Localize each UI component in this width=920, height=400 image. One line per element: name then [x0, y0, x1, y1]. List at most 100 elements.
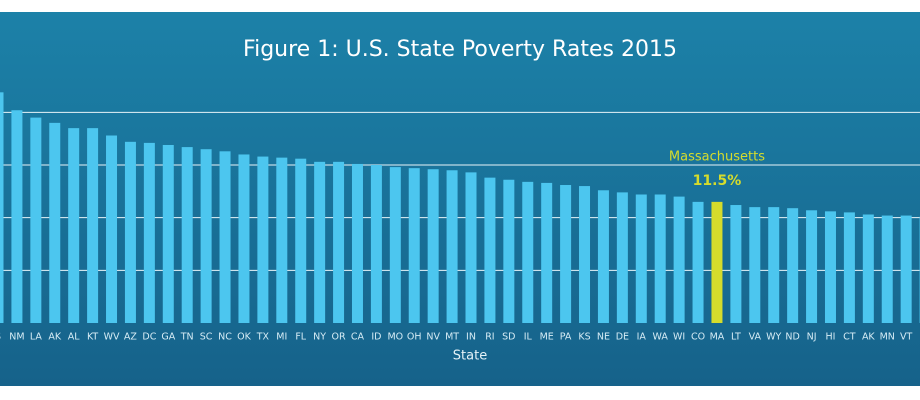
- x-tick-label: CT: [843, 332, 856, 343]
- x-tick-label: IN: [466, 332, 476, 343]
- x-tick-label: NJ: [807, 332, 817, 343]
- x-tick-label: AL: [68, 332, 80, 343]
- x-tick-label: CA: [351, 332, 365, 343]
- x-tick-label: NC: [218, 332, 232, 343]
- x-tick-label: WI: [673, 332, 685, 343]
- bar: [427, 169, 439, 323]
- bar: [257, 156, 269, 323]
- bar: [484, 177, 496, 323]
- x-tick-label: TN: [180, 332, 194, 343]
- bar: [541, 182, 553, 323]
- x-tick-label: MI: [276, 332, 287, 343]
- x-tick-label: AK: [48, 332, 61, 343]
- bar: [692, 201, 704, 323]
- bar: [768, 207, 780, 323]
- x-tick-label: ND: [785, 332, 799, 343]
- x-tick-label: MT: [445, 332, 459, 343]
- bar: [314, 161, 326, 323]
- x-tick-label: MA: [710, 332, 725, 343]
- bar: [843, 212, 855, 323]
- x-axis-label: State: [453, 349, 487, 364]
- bar: [68, 128, 80, 323]
- x-tick-label: MN: [880, 332, 895, 343]
- x-tick-label: PA: [560, 332, 572, 343]
- x-tick-label: OR: [332, 332, 346, 343]
- x-tick-label: IA: [637, 332, 647, 343]
- bar: [389, 167, 401, 323]
- bar: [30, 117, 42, 323]
- x-tick-label: FL: [295, 332, 306, 343]
- x-tick-label: CO: [691, 332, 705, 343]
- x-tick-label: NY: [313, 332, 326, 343]
- bar: [0, 92, 4, 323]
- panel: [0, 12, 920, 386]
- bar: [597, 190, 609, 323]
- x-tick-label: KS: [578, 332, 590, 343]
- x-tick-label: AZ: [124, 332, 137, 343]
- x-tick-label: DE: [616, 332, 629, 343]
- bar: [579, 186, 591, 323]
- annotation: Massachusetts: [669, 149, 765, 164]
- bar: [749, 207, 761, 323]
- x-tick-label: DC: [142, 332, 156, 343]
- x-tick-label: AK: [862, 332, 875, 343]
- x-tick-label: SC: [200, 332, 213, 343]
- x-tick-label: VA: [749, 332, 762, 343]
- bar: [333, 161, 345, 323]
- bar: [408, 168, 420, 323]
- bar: [238, 154, 250, 323]
- x-tick-label: IL: [524, 332, 533, 343]
- bar: [276, 157, 288, 323]
- bar: [900, 215, 912, 323]
- bar: [200, 149, 212, 323]
- x-tick-label: TX: [256, 332, 270, 343]
- bar: [446, 170, 458, 323]
- x-tick-label: GA: [161, 332, 175, 343]
- bar: [162, 144, 174, 323]
- bar: [465, 172, 477, 323]
- x-tick-label: LT: [731, 332, 741, 343]
- x-tick-label: MO: [387, 332, 403, 343]
- x-tick-label: NV: [426, 332, 440, 343]
- bar: [106, 135, 118, 323]
- bar: [635, 194, 647, 323]
- bar: [787, 208, 799, 323]
- x-tick-label: WV: [104, 332, 120, 343]
- bar: [295, 158, 307, 323]
- x-tick-label: KT: [87, 332, 98, 343]
- bar: [351, 163, 363, 323]
- bar: [11, 110, 23, 323]
- x-tick-label: WY: [766, 332, 781, 343]
- bar: [862, 214, 874, 323]
- x-tick-label: S: [0, 332, 1, 343]
- bar: [711, 201, 723, 323]
- x-tick-label: OK: [237, 332, 251, 343]
- bar: [143, 142, 155, 323]
- bar: [124, 141, 136, 323]
- bar: [219, 151, 231, 323]
- value-label: 11.5%: [693, 173, 742, 189]
- bar: [824, 211, 836, 323]
- bar: [522, 181, 534, 323]
- chart-title: Figure 1: U.S. State Poverty Rates 2015: [243, 37, 677, 62]
- x-tick-label: ID: [371, 332, 381, 343]
- bar: [87, 128, 99, 323]
- x-tick-label: NE: [597, 332, 610, 343]
- bar: [370, 165, 382, 323]
- bar: [49, 122, 61, 323]
- bar: [881, 215, 893, 323]
- x-tick-label: LA: [30, 332, 43, 343]
- bar: [806, 210, 818, 323]
- bar: [616, 192, 628, 323]
- x-tick-label: OH: [407, 332, 422, 343]
- bar: [181, 147, 193, 323]
- x-tick-label: NM: [9, 332, 24, 343]
- x-tick-label: VT: [900, 332, 912, 343]
- x-tick-label: HI: [826, 332, 836, 343]
- x-tick-label: RI: [485, 332, 494, 343]
- bar: [503, 179, 515, 323]
- x-tick-label: SD: [502, 332, 515, 343]
- bar: [560, 185, 572, 323]
